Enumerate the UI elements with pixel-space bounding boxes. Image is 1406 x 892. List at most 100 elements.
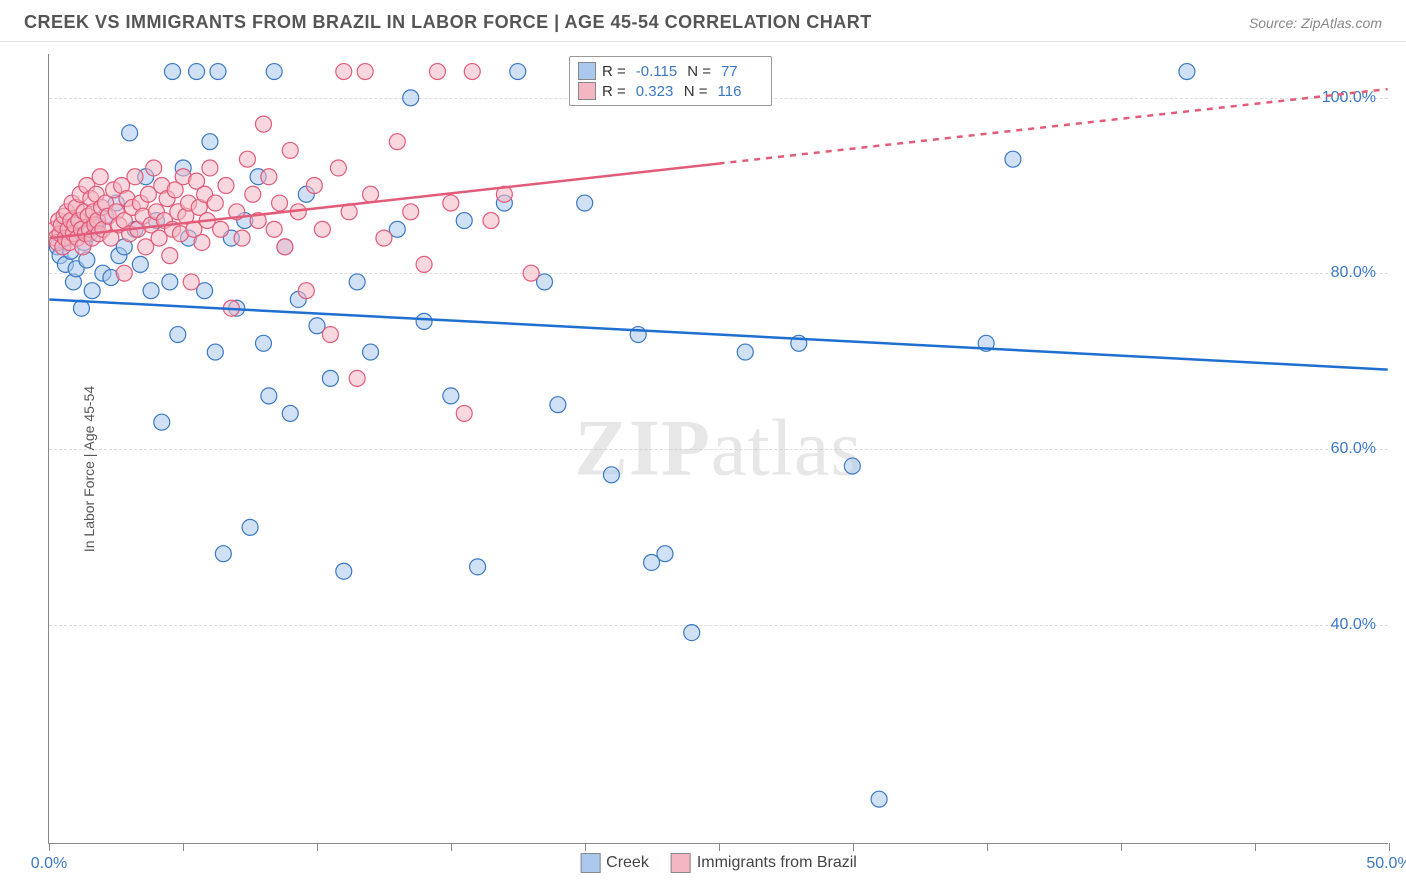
brazil-point [223,300,239,316]
brazil-point [202,160,218,176]
gridline-h [49,625,1388,626]
brazil-point [84,230,100,246]
creek-point [336,563,352,579]
x-tick [853,843,854,851]
creek-point [197,283,213,299]
creek-point [577,195,593,211]
brazil-point [229,204,245,220]
stats-legend-row: R =0.323N =116 [578,81,763,101]
creek-point [111,248,127,264]
legend-swatch [578,82,596,100]
brazil-point [52,226,68,242]
creek-point [1179,64,1195,80]
x-tick-label: 0.0% [31,855,67,873]
brazil-point [277,239,293,255]
brazil-point [429,64,445,80]
brazil-point [143,217,159,233]
creek-point [143,283,159,299]
brazil-point [266,221,282,237]
brazil-point [49,234,65,250]
x-tick [585,843,586,851]
brazil-point [250,213,266,229]
brazil-point [130,221,146,237]
brazil-point [82,221,98,237]
chart-title: CREEK VS IMMIGRANTS FROM BRAZIL IN LABOR… [24,12,872,33]
brazil-point [306,178,322,194]
brazil-point [86,204,102,220]
chart-area: In Labor Force | Age 45-54 ZIPatlas R =-… [0,46,1406,892]
creek-point [309,318,325,334]
brazil-point [56,208,72,224]
brazil-point [75,239,91,255]
creek-point [170,327,186,343]
brazil-point [119,191,135,207]
brazil-point [94,199,110,215]
brazil-point [73,221,89,237]
creek-point [322,370,338,386]
creek-point [210,64,226,80]
creek-point [363,344,379,360]
brazil-point [403,204,419,220]
brazil-point [363,186,379,202]
legend-swatch [578,62,596,80]
creek-point [290,291,306,307]
creek-point [255,335,271,351]
brazil-point [290,204,306,220]
brazil-point [51,213,67,229]
creek-point [57,256,73,272]
creek-point [603,467,619,483]
creek-point [215,546,231,562]
creek-point [132,256,148,272]
brazil-point [239,151,255,167]
brazil-point [55,239,71,255]
watermark-bold: ZIP [575,404,711,492]
legend-swatch [580,853,600,873]
creek-point [737,344,753,360]
x-tick [317,843,318,851]
creek-point [470,559,486,575]
creek-point [684,625,700,641]
brazil-point [314,221,330,237]
creek-point [71,213,87,229]
brazil-point [464,64,480,80]
brazil-point [124,199,140,215]
brazil-point [138,239,154,255]
brazil-point [111,217,127,233]
brazil-point [389,134,405,150]
stats-legend: R =-0.115N =77R =0.323N =116 [569,56,772,106]
brazil-point [483,213,499,229]
brazil-point [135,208,151,224]
brazil-point [322,327,338,343]
creek-point [90,217,106,233]
creek-point [844,458,860,474]
brazil-point [95,221,111,237]
creek-point [63,243,79,259]
brazil-point [87,217,103,233]
brazil-point [146,160,162,176]
brazil-point [140,186,156,202]
creek-point [164,64,180,80]
brazil-point [261,169,277,185]
creek-point [266,64,282,80]
n-label: N = [687,63,711,80]
brazil-point [207,195,223,211]
brazil-point [80,208,96,224]
creek-point [229,300,245,316]
brazil-point [154,178,170,194]
n-value: 77 [717,63,763,80]
brazil-point [298,283,314,299]
brazil-point [186,221,202,237]
n-label: N = [684,83,708,100]
brazil-point [106,182,122,198]
brazil-point [65,226,81,242]
creek-point [456,213,472,229]
creek-point [189,64,205,80]
brazil-point [116,213,132,229]
brazil-point [496,186,512,202]
brazil-point [234,230,250,246]
brazil-point [79,178,95,194]
x-tick [1121,843,1122,851]
r-label: R = [602,63,626,80]
creek-point [138,169,154,185]
brazil-point [90,213,106,229]
